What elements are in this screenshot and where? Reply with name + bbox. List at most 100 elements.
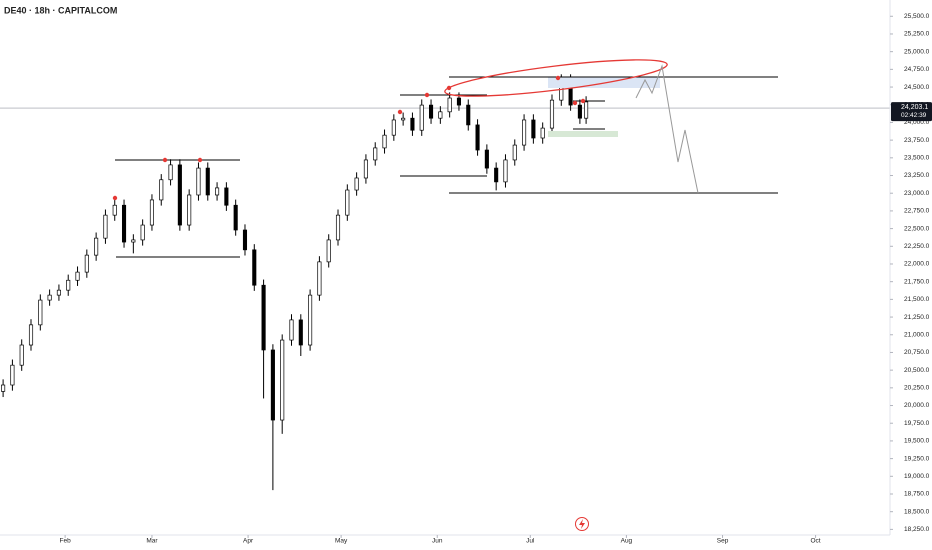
y-tick-label: 19,000.0 xyxy=(904,473,930,480)
candle-body xyxy=(84,254,89,273)
candle-body xyxy=(261,284,266,351)
candle-body xyxy=(503,159,508,183)
x-tick-label: Jun xyxy=(432,538,443,545)
demand-zone xyxy=(548,131,618,137)
candle-body xyxy=(159,179,164,201)
candle-body xyxy=(484,149,489,169)
candle-body xyxy=(94,237,99,256)
pivot-markers xyxy=(112,75,586,201)
y-tick-label: 20,250.0 xyxy=(904,385,930,392)
candle-body xyxy=(270,349,275,421)
candle-body xyxy=(335,214,341,241)
y-tick-label: 18,750.0 xyxy=(904,491,930,498)
candle-body xyxy=(28,324,34,346)
candle-body xyxy=(401,117,406,121)
candle-body xyxy=(494,167,499,183)
candle-body xyxy=(149,199,155,226)
y-tick-label: 22,000.0 xyxy=(904,261,930,268)
candle-body xyxy=(75,271,80,281)
y-tick-label: 23,500.0 xyxy=(904,155,930,162)
y-tick-label: 25,500.0 xyxy=(904,13,930,20)
x-tick-label: Aug xyxy=(621,538,633,545)
candle-body xyxy=(382,134,387,149)
pivot-dot xyxy=(555,75,561,81)
pivot-dot xyxy=(424,92,430,98)
candle-body xyxy=(140,224,145,241)
candle-body xyxy=(410,117,415,131)
y-tick-label: 22,250.0 xyxy=(904,243,930,250)
candle-body xyxy=(168,164,173,181)
candle-body xyxy=(56,289,61,296)
candle-body xyxy=(438,111,443,119)
candle-body xyxy=(131,239,136,243)
candle-body xyxy=(391,119,396,136)
y-tick-label: 19,250.0 xyxy=(904,455,930,462)
y-tick-label: 25,000.0 xyxy=(904,48,930,55)
y-tick-label: 23,750.0 xyxy=(904,137,930,144)
candle-body xyxy=(345,189,350,216)
candle-body xyxy=(233,204,238,231)
y-tick-label: 24,750.0 xyxy=(904,66,930,73)
candle-body xyxy=(419,104,424,131)
y-tick-label: 23,000.0 xyxy=(904,190,930,197)
drawings xyxy=(112,59,778,258)
x-tick-label: Oct xyxy=(811,538,821,545)
y-tick-label: 24,000.0 xyxy=(904,119,930,126)
highlight-ellipse xyxy=(444,59,668,97)
candle-body xyxy=(308,294,313,346)
candle-body xyxy=(456,97,462,106)
pivot-dot xyxy=(397,109,403,115)
y-tick-label: 24,500.0 xyxy=(904,84,930,91)
candle-body xyxy=(326,239,331,263)
candle-body xyxy=(112,204,117,216)
candle-body xyxy=(428,104,434,119)
price-label: 24,203.1 xyxy=(901,104,928,111)
candle-body xyxy=(121,204,127,243)
y-tick-label: 21,500.0 xyxy=(904,296,930,303)
candle-body xyxy=(549,99,555,129)
candle-body xyxy=(103,214,108,239)
candle-body xyxy=(522,119,527,146)
pivot-dot xyxy=(446,85,452,91)
candle-body xyxy=(298,319,303,346)
candle-body xyxy=(19,344,24,366)
chart-title: DE40 · 18h · CAPITALCOM xyxy=(4,5,117,15)
y-tick-label: 22,750.0 xyxy=(904,208,930,215)
pivot-dot xyxy=(197,157,203,163)
icon-bolt xyxy=(579,519,585,529)
x-tick-label: Sep xyxy=(717,538,729,545)
candle-body xyxy=(242,229,248,251)
y-tick-label: 20,500.0 xyxy=(904,367,930,374)
x-tick-label: May xyxy=(335,538,348,545)
candle-body xyxy=(224,187,229,206)
y-tick-label: 23,250.0 xyxy=(904,172,930,179)
candle-body xyxy=(196,167,201,196)
pivot-dot xyxy=(580,98,586,104)
candle-body xyxy=(373,147,378,161)
candle-body xyxy=(66,279,71,291)
y-tick-label: 21,000.0 xyxy=(904,331,930,338)
candle-body xyxy=(475,124,480,151)
y-tick-label: 19,750.0 xyxy=(904,420,930,427)
lightning-icon[interactable] xyxy=(575,517,589,531)
pivot-dot xyxy=(112,195,118,201)
countdown-label: 02:42:39 xyxy=(901,112,927,119)
y-tick-label: 20,750.0 xyxy=(904,349,930,356)
candle-body xyxy=(447,97,452,113)
projection-path xyxy=(635,64,699,194)
candle-body xyxy=(205,167,210,196)
candle-body xyxy=(540,127,545,139)
y-tick-label: 21,250.0 xyxy=(904,314,930,321)
x-tick-label: Apr xyxy=(243,538,254,545)
candle-body xyxy=(466,104,471,126)
y-tick-label: 21,750.0 xyxy=(904,278,930,285)
y-tick-label: 25,250.0 xyxy=(904,31,930,38)
pivot-dot xyxy=(162,157,168,163)
y-tick-label: 18,250.0 xyxy=(904,526,930,533)
candle-body xyxy=(38,299,43,326)
candle-body xyxy=(187,194,192,226)
y-tick-label: 22,500.0 xyxy=(904,225,930,232)
candle-body xyxy=(354,177,359,191)
